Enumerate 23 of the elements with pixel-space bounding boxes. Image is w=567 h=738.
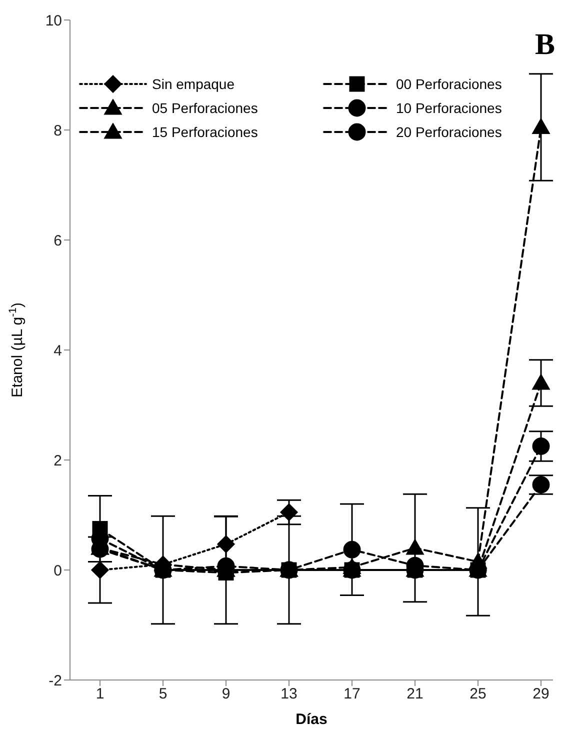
y-tick-label: 10 xyxy=(45,12,62,30)
x-tick-label: 5 xyxy=(158,686,168,703)
y-tick-label: 8 xyxy=(54,122,62,140)
legend-label: 05 Perforaciones xyxy=(152,100,258,116)
legend-label: Sin empaque xyxy=(152,76,235,92)
y-tick-label: 2 xyxy=(54,452,62,470)
legend-label: 10 Perforaciones xyxy=(396,100,502,116)
x-tick-label: 1 xyxy=(96,686,104,703)
y-tick-label: 6 xyxy=(54,232,62,250)
x-tick-label: 9 xyxy=(222,686,230,703)
x-tick-label: 25 xyxy=(470,686,486,703)
annotation: B xyxy=(534,28,555,62)
x-tick-label: 13 xyxy=(280,686,298,703)
y-tick-label: 4 xyxy=(54,342,62,360)
x-tick-label: 21 xyxy=(406,686,424,703)
x-tick-label: 17 xyxy=(344,686,360,703)
x-tick-label: 29 xyxy=(532,686,550,703)
x-axis-title: Días xyxy=(296,711,328,728)
legend-label: 20 Perforaciones xyxy=(396,124,502,140)
legend-label: 00 Perforaciones xyxy=(396,76,502,92)
y-tick-label: 0 xyxy=(54,562,62,580)
legend-label: 15 Perforaciones xyxy=(152,124,258,140)
y-tick-label: -2 xyxy=(48,672,62,690)
